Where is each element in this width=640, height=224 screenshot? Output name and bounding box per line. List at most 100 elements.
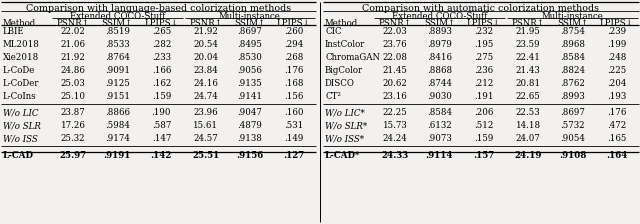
Text: InstColor: InstColor [325, 39, 365, 49]
Text: LBIE: LBIE [3, 26, 24, 35]
Text: .9108: .9108 [559, 151, 586, 159]
Text: PSNR↑: PSNR↑ [511, 19, 545, 28]
Text: .162: .162 [152, 78, 171, 88]
Text: 15.61: 15.61 [193, 121, 218, 130]
Text: .159: .159 [474, 134, 493, 143]
Text: .236: .236 [474, 65, 493, 75]
Text: .9030: .9030 [427, 91, 452, 101]
Text: .8584: .8584 [560, 52, 585, 62]
Text: .232: .232 [474, 26, 493, 35]
Text: L-CoDe: L-CoDe [3, 65, 35, 75]
Text: .204: .204 [607, 78, 627, 88]
Text: .8530: .8530 [237, 52, 262, 62]
Text: .294: .294 [284, 39, 303, 49]
Text: .8697: .8697 [237, 26, 262, 35]
Text: .157: .157 [473, 151, 495, 159]
Text: 20.04: 20.04 [193, 52, 218, 62]
Text: .9073: .9073 [427, 134, 452, 143]
Text: .512: .512 [474, 121, 493, 130]
Text: .190: .190 [152, 108, 171, 117]
Text: 25.51: 25.51 [192, 151, 220, 159]
Text: W/o LIC: W/o LIC [3, 108, 38, 117]
Text: .9054: .9054 [560, 134, 585, 143]
Text: 22.65: 22.65 [516, 91, 541, 101]
Text: 23.59: 23.59 [516, 39, 540, 49]
Text: DISCO: DISCO [325, 78, 355, 88]
Text: PSNR↑: PSNR↑ [189, 19, 222, 28]
Text: PSNR↑: PSNR↑ [56, 19, 90, 28]
Text: Xie2018: Xie2018 [3, 52, 39, 62]
Text: .8519: .8519 [105, 26, 130, 35]
Text: W/o LIC*: W/o LIC* [325, 108, 365, 117]
Text: 24.24: 24.24 [383, 134, 408, 143]
Text: .8866: .8866 [105, 108, 130, 117]
Text: LPIPS↓: LPIPS↓ [467, 19, 500, 28]
Text: .9141: .9141 [237, 91, 262, 101]
Text: W/o SLR*: W/o SLR* [325, 121, 367, 130]
Text: 24.57: 24.57 [193, 134, 218, 143]
Text: .9047: .9047 [237, 108, 262, 117]
Text: .4879: .4879 [237, 121, 262, 130]
Text: 20.54: 20.54 [193, 39, 218, 49]
Text: .191: .191 [474, 91, 493, 101]
Text: CT²: CT² [325, 91, 341, 101]
Text: .268: .268 [284, 52, 303, 62]
Text: .8979: .8979 [427, 39, 452, 49]
Text: SSIM↑: SSIM↑ [557, 19, 588, 28]
Text: .472: .472 [607, 121, 627, 130]
Text: ML2018: ML2018 [3, 39, 40, 49]
Text: .8697: .8697 [560, 108, 585, 117]
Text: 22.08: 22.08 [383, 52, 408, 62]
Text: .199: .199 [607, 39, 627, 49]
Text: .8533: .8533 [105, 39, 129, 49]
Text: 22.25: 22.25 [383, 108, 408, 117]
Text: .9125: .9125 [105, 78, 130, 88]
Text: W/o ISS: W/o ISS [3, 134, 38, 143]
Text: Method: Method [3, 19, 36, 28]
Text: 14.18: 14.18 [516, 121, 541, 130]
Text: .168: .168 [284, 78, 303, 88]
Text: .166: .166 [152, 65, 171, 75]
Text: 24.16: 24.16 [193, 78, 218, 88]
Text: .149: .149 [284, 134, 303, 143]
Text: SSIM↑: SSIM↑ [424, 19, 455, 28]
Text: .193: .193 [607, 91, 627, 101]
Text: .8762: .8762 [560, 78, 585, 88]
Text: .8416: .8416 [427, 52, 452, 62]
Text: .9174: .9174 [105, 134, 130, 143]
Text: 21.06: 21.06 [61, 39, 86, 49]
Text: Multi-instance: Multi-instance [219, 12, 281, 21]
Text: L-CAD*: L-CAD* [325, 151, 360, 159]
Text: 23.16: 23.16 [383, 91, 408, 101]
Text: .225: .225 [607, 65, 627, 75]
Text: .8824: .8824 [560, 65, 585, 75]
Text: .265: .265 [152, 26, 171, 35]
Text: LPIPS↓: LPIPS↓ [600, 19, 634, 28]
Text: .127: .127 [284, 151, 305, 159]
Text: .176: .176 [607, 108, 627, 117]
Text: .6132: .6132 [427, 121, 452, 130]
Text: .9191: .9191 [104, 151, 131, 159]
Text: .8495: .8495 [237, 39, 262, 49]
Text: Multi-instance: Multi-instance [541, 12, 604, 21]
Text: 17.26: 17.26 [61, 121, 86, 130]
Text: W/o SLR: W/o SLR [3, 121, 41, 130]
Text: .9151: .9151 [105, 91, 130, 101]
Text: Extended COCO-Stuff: Extended COCO-Stuff [70, 12, 165, 21]
Text: .8868: .8868 [427, 65, 452, 75]
Text: .160: .160 [284, 108, 303, 117]
Text: 25.32: 25.32 [61, 134, 85, 143]
Text: LPIPS↓: LPIPS↓ [277, 19, 311, 28]
Text: Method: Method [325, 19, 358, 28]
Text: L-CoIns: L-CoIns [3, 91, 36, 101]
Text: .165: .165 [607, 134, 627, 143]
Text: PSNR↑: PSNR↑ [379, 19, 412, 28]
Text: SSIM↑: SSIM↑ [102, 19, 133, 28]
Text: 15.73: 15.73 [383, 121, 408, 130]
Text: L-CAD: L-CAD [3, 151, 34, 159]
Text: 21.92: 21.92 [193, 26, 218, 35]
Text: .531: .531 [284, 121, 303, 130]
Text: .8968: .8968 [560, 39, 585, 49]
Text: .9138: .9138 [237, 134, 262, 143]
Text: .176: .176 [284, 65, 303, 75]
